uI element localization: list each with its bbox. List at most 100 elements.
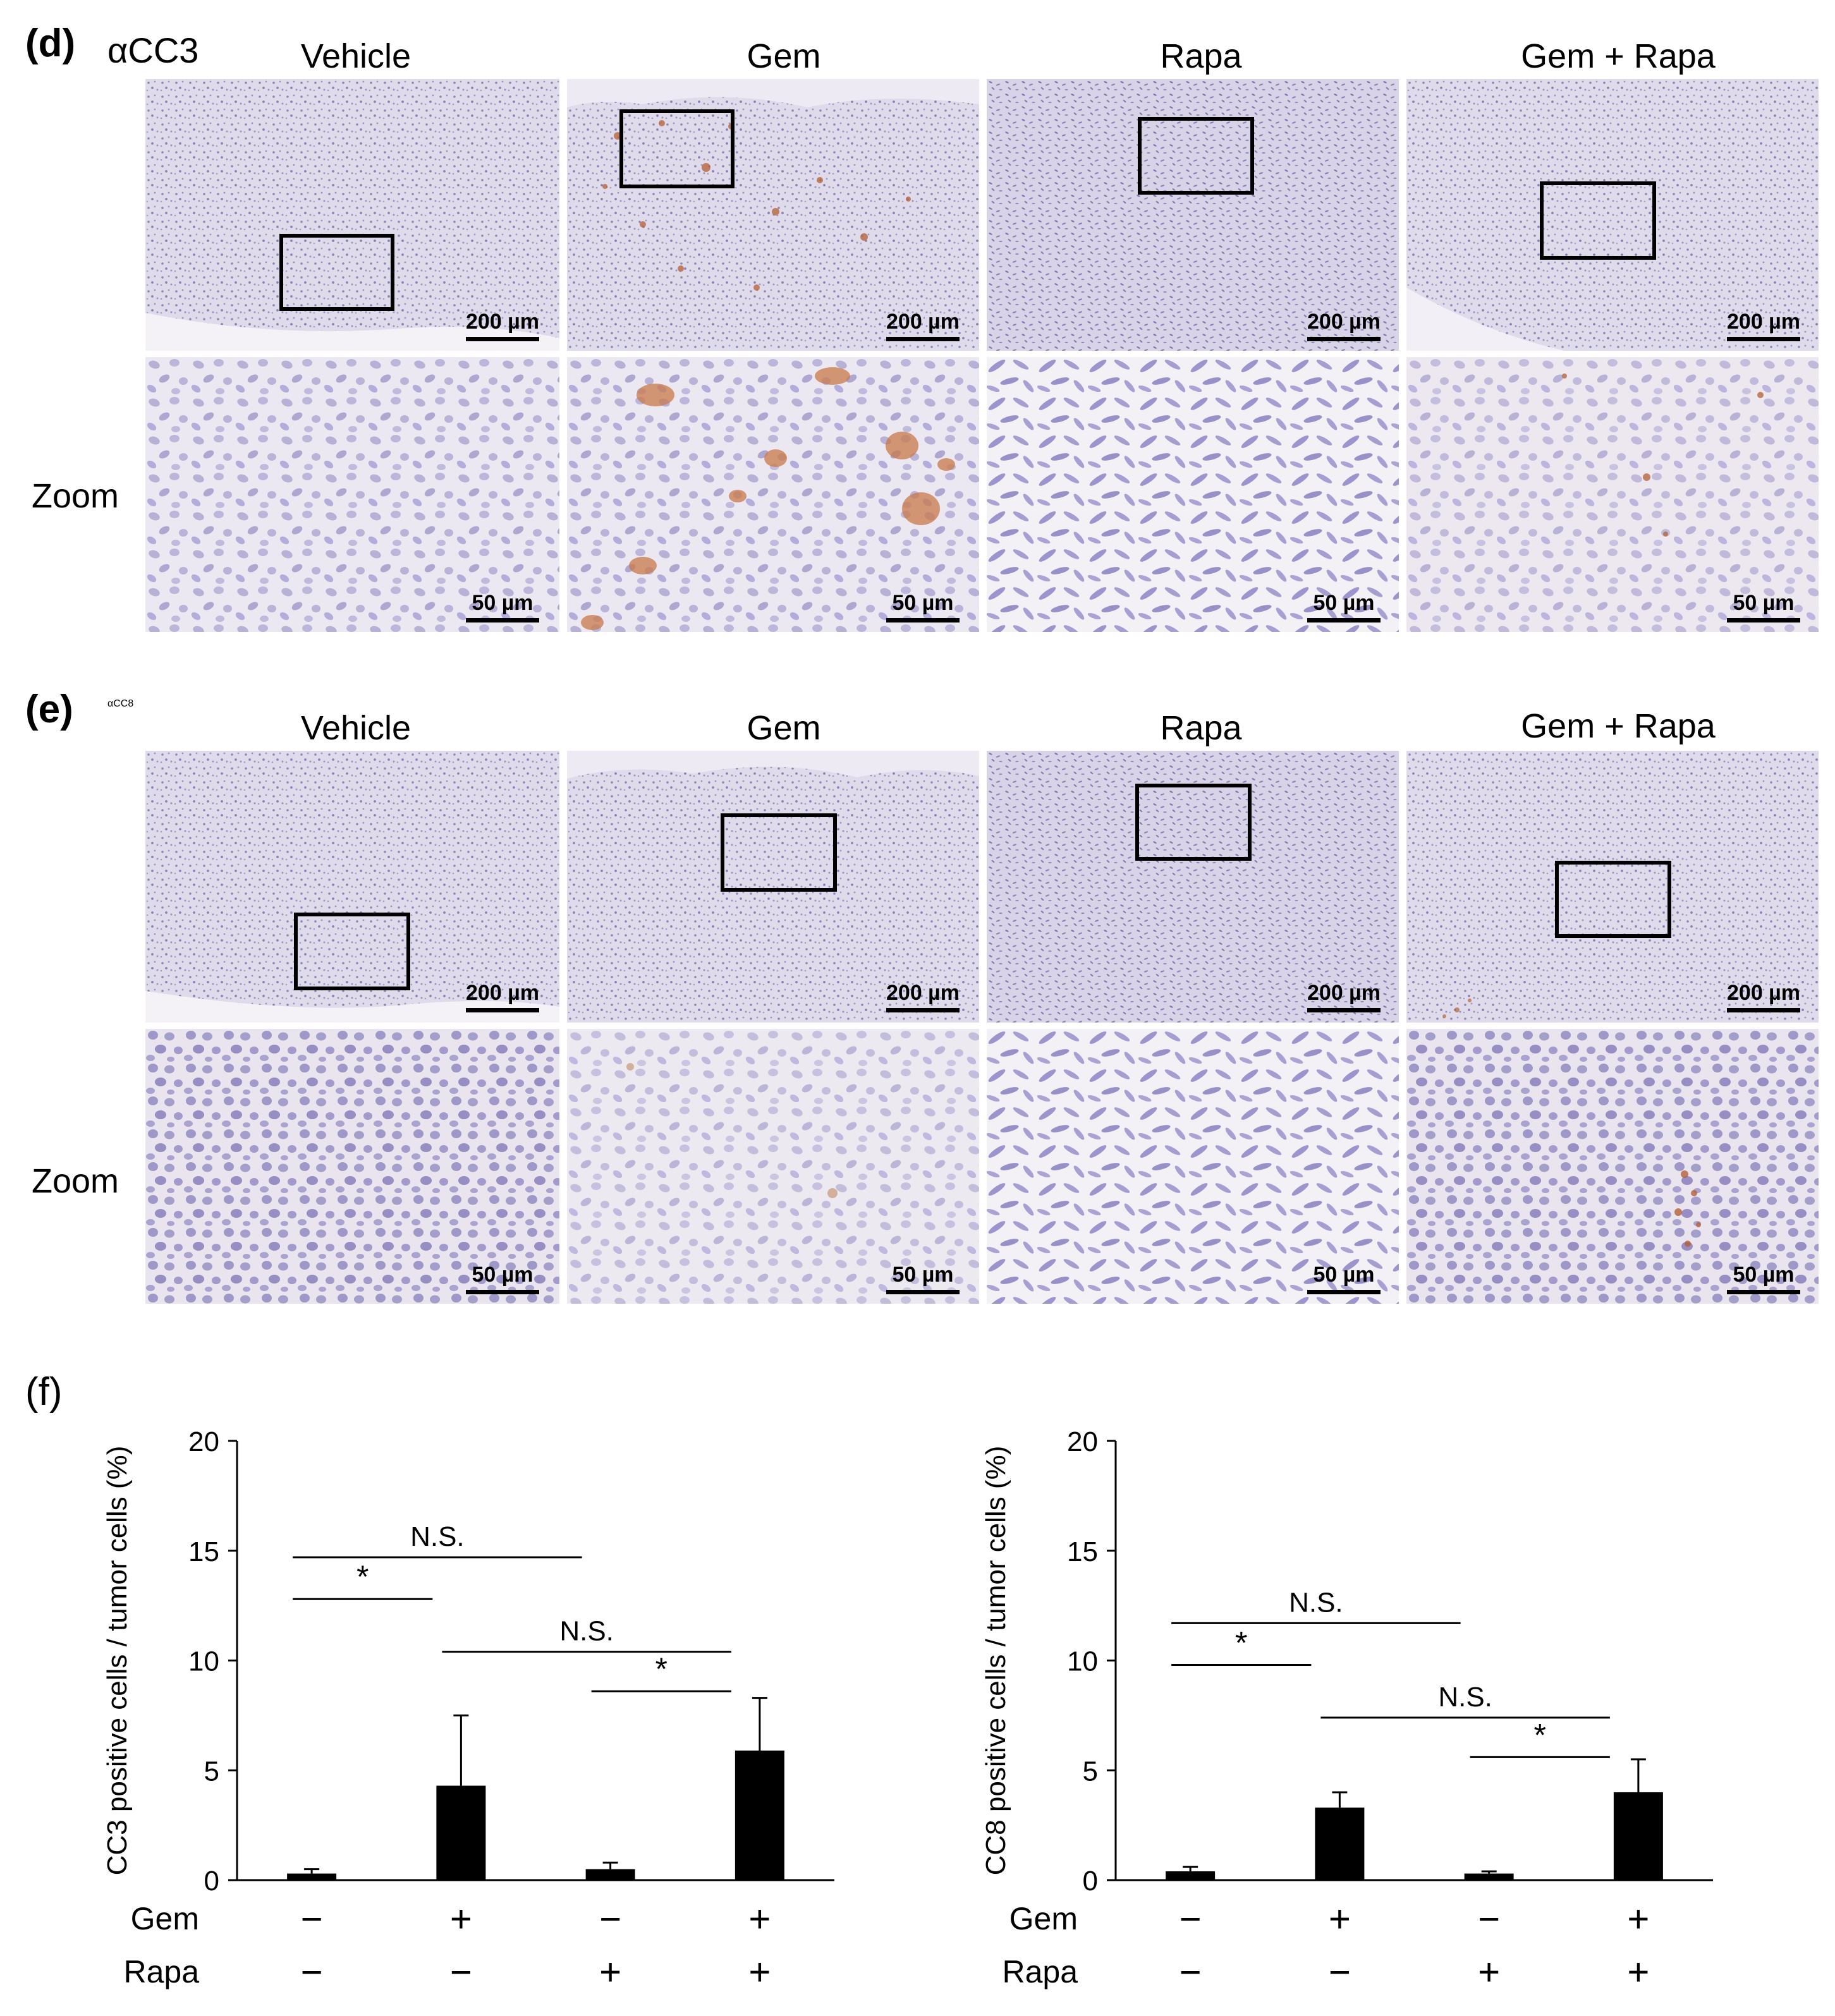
col-header-gem-e: Gem bbox=[747, 709, 821, 747]
micrograph-d-vehicle-low bbox=[145, 79, 559, 351]
significance-ns: N.S. bbox=[559, 1616, 614, 1647]
y-tick-label: 10 bbox=[1067, 1646, 1098, 1677]
marker-label-d: αCC3 bbox=[107, 30, 199, 70]
significance-ns: N.S. bbox=[410, 1521, 465, 1552]
factor-sign: − bbox=[301, 1951, 323, 1993]
row-label-zoom-d: Zoom bbox=[32, 477, 119, 515]
roi-box-d-gem-rapa bbox=[1540, 181, 1656, 260]
factor-row-label: Gem bbox=[1009, 1901, 1078, 1936]
micrograph-e-gem-rapa-low bbox=[1406, 751, 1819, 1023]
bar bbox=[585, 1869, 635, 1880]
y-tick-label: 0 bbox=[204, 1866, 219, 1897]
col-header-vehicle-e: Vehicle bbox=[300, 709, 412, 747]
col-header-gem-rapa-e: Gem + Rapa bbox=[1521, 707, 1716, 745]
micrograph-e-gem-rapa-zoom bbox=[1406, 1029, 1819, 1304]
panel-label-f: (f) bbox=[25, 1370, 63, 1414]
scale-bar-e-gem-low: 200 µm bbox=[886, 981, 960, 1012]
scale-bar-d-vehicle-low: 200 µm bbox=[466, 310, 539, 341]
micrograph-d-gem-rapa-zoom bbox=[1406, 357, 1819, 632]
factor-row-label: Rapa bbox=[1002, 1954, 1078, 1989]
scale-bar-d-rapa-low: 200 µm bbox=[1307, 310, 1381, 341]
scale-bar-d-gem-rapa-zoom: 50 µm bbox=[1727, 591, 1800, 622]
significance-star: * bbox=[357, 1559, 369, 1594]
significance-star: * bbox=[1235, 1625, 1247, 1660]
bar bbox=[735, 1750, 784, 1880]
factor-sign: − bbox=[1180, 1898, 1202, 1940]
col-header-vehicle: Vehicle bbox=[300, 37, 412, 75]
factor-row-label: Gem bbox=[131, 1901, 199, 1936]
roi-box-e-rapa bbox=[1135, 784, 1252, 861]
y-tick-label: 0 bbox=[1083, 1866, 1098, 1897]
col-header-gem: Gem bbox=[747, 37, 821, 75]
factor-sign: − bbox=[301, 1898, 323, 1940]
scale-bar-d-gem-rapa-low: 200 µm bbox=[1727, 310, 1800, 341]
scale-bar-e-gem-rapa-low: 200 µm bbox=[1727, 981, 1800, 1012]
factor-sign: − bbox=[599, 1898, 621, 1940]
y-axis-label: CC3 positive cells / tumor cells (%) bbox=[102, 1446, 133, 1876]
factor-sign: − bbox=[450, 1951, 472, 1993]
scale-bar-d-vehicle-zoom: 50 µm bbox=[466, 591, 539, 622]
scale-bar-e-vehicle-zoom: 50 µm bbox=[466, 1263, 539, 1294]
micrograph-d-gem-zoom bbox=[567, 357, 979, 632]
marker-label-e: αCC8 bbox=[107, 698, 134, 709]
y-tick-label: 5 bbox=[1083, 1756, 1098, 1787]
col-header-gem-rapa: Gem + Rapa bbox=[1521, 37, 1716, 75]
micrograph-e-vehicle-low bbox=[145, 751, 559, 1023]
significance-ns: N.S. bbox=[1438, 1682, 1492, 1713]
factor-sign: + bbox=[450, 1898, 472, 1940]
bar bbox=[1464, 1873, 1514, 1880]
factor-sign: + bbox=[748, 1951, 771, 1993]
factor-sign: + bbox=[599, 1951, 621, 1993]
bar-chart-cc8: 0 5 10 15 20 CC8 positive cells / tumor cells… bbox=[980, 1426, 1713, 1993]
micrograph-d-gem-rapa-low bbox=[1406, 79, 1819, 351]
bar bbox=[1166, 1871, 1216, 1880]
roi-box-e-gem-rapa bbox=[1555, 861, 1671, 938]
roi-box-d-vehicle bbox=[279, 234, 394, 311]
micrograph-d-rapa-zoom bbox=[987, 357, 1399, 632]
scale-bar-e-gem-rapa-zoom: 50 µm bbox=[1727, 1263, 1800, 1294]
scale-bar-e-vehicle-low: 200 µm bbox=[466, 981, 539, 1012]
roi-box-d-rapa bbox=[1138, 117, 1254, 195]
significance-star: * bbox=[1534, 1717, 1546, 1752]
y-tick-label: 5 bbox=[204, 1756, 219, 1787]
significance-ns: N.S. bbox=[1289, 1587, 1343, 1618]
roi-box-d-gem bbox=[619, 109, 735, 188]
y-tick-label: 15 bbox=[1067, 1536, 1098, 1567]
bar-chart-cc3: 0 5 10 15 20 CC3 positive cells / tumor cells… bbox=[102, 1426, 834, 1993]
bar bbox=[287, 1873, 337, 1880]
factor-row-label: Rapa bbox=[123, 1954, 199, 1989]
factor-sign: − bbox=[1180, 1951, 1202, 1993]
factor-sign: − bbox=[1329, 1951, 1351, 1993]
factor-sign: + bbox=[1627, 1898, 1649, 1940]
scale-bar-e-rapa-low: 200 µm bbox=[1307, 981, 1381, 1012]
y-tick-label: 15 bbox=[188, 1536, 219, 1567]
scale-bar-d-gem-low: 200 µm bbox=[886, 310, 960, 341]
y-axis-label: CC8 positive cells / tumor cells (%) bbox=[980, 1446, 1011, 1876]
y-tick-label: 20 bbox=[1067, 1426, 1098, 1457]
panel-label-d: (d) bbox=[25, 21, 76, 65]
scale-bar-e-rapa-zoom: 50 µm bbox=[1307, 1263, 1381, 1294]
micrograph-e-vehicle-zoom bbox=[145, 1029, 559, 1304]
micrograph-d-gem-low bbox=[567, 79, 979, 351]
scale-bar-d-rapa-zoom: 50 µm bbox=[1307, 591, 1381, 622]
bar bbox=[1315, 1807, 1365, 1880]
scale-bar-d-gem-zoom: 50 µm bbox=[886, 591, 960, 622]
factor-sign: − bbox=[1478, 1898, 1500, 1940]
bar bbox=[1613, 1792, 1663, 1880]
micrograph-e-rapa-low bbox=[987, 751, 1399, 1023]
y-tick-label: 20 bbox=[188, 1426, 219, 1457]
col-header-rapa-e: Rapa bbox=[1160, 709, 1242, 747]
micrograph-e-gem-zoom bbox=[567, 1029, 979, 1304]
y-tick-label: 10 bbox=[188, 1646, 219, 1677]
roi-box-e-gem bbox=[721, 813, 837, 892]
col-header-rapa: Rapa bbox=[1160, 37, 1242, 75]
micrograph-e-gem-low bbox=[567, 751, 979, 1023]
significance-star: * bbox=[655, 1651, 668, 1687]
factor-sign: + bbox=[1627, 1951, 1649, 1993]
roi-box-e-vehicle bbox=[294, 913, 410, 990]
bar bbox=[436, 1785, 486, 1880]
micrograph-d-rapa-low bbox=[987, 79, 1399, 351]
factor-sign: + bbox=[1478, 1951, 1500, 1993]
micrograph-e-rapa-zoom bbox=[987, 1029, 1399, 1304]
micrograph-d-vehicle-zoom bbox=[145, 357, 559, 632]
